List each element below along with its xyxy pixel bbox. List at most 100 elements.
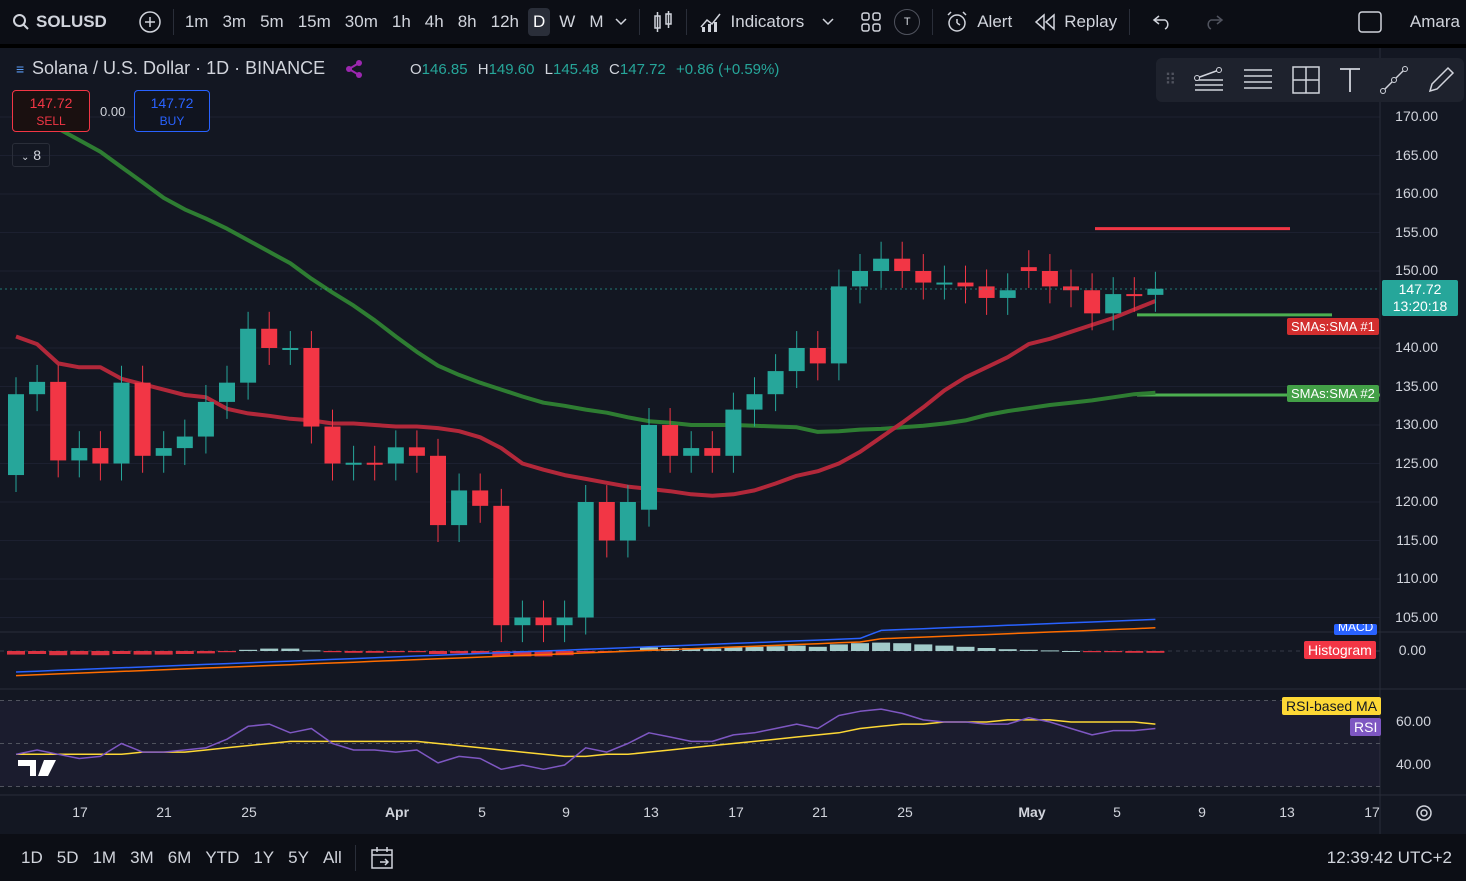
candle[interactable] [1063, 269, 1079, 308]
candle[interactable] [852, 254, 868, 304]
range-5y[interactable]: 5Y [288, 847, 309, 867]
candle[interactable] [197, 384, 214, 454]
signal-line[interactable] [15, 627, 1156, 677]
fib-lines-icon[interactable] [1242, 66, 1274, 94]
candle[interactable] [1105, 277, 1122, 331]
timeframe-d[interactable]: D [528, 8, 551, 36]
candle[interactable] [29, 364, 46, 412]
range-6m[interactable]: 6M [167, 847, 192, 867]
projection-icon[interactable] [1291, 65, 1321, 95]
candle[interactable] [261, 311, 278, 365]
buy-button[interactable]: 147.72 BUY [134, 90, 210, 132]
candle[interactable] [92, 431, 109, 481]
candle[interactable] [894, 241, 911, 288]
undo-button[interactable] [1146, 0, 1178, 44]
candle[interactable] [662, 408, 679, 473]
timeframe-w[interactable]: W [559, 12, 576, 31]
replay-button[interactable]: Replay [1028, 0, 1123, 44]
range-ytd[interactable]: YTD [205, 847, 240, 867]
fullscreen-button[interactable] [1352, 0, 1388, 44]
chart-canvas[interactable] [0, 48, 1466, 834]
chart-type-button[interactable] [646, 0, 680, 44]
indicators-button[interactable]: Indicators [693, 0, 841, 44]
timeframe-30m[interactable]: 30m [344, 12, 378, 31]
candle[interactable] [725, 392, 742, 473]
candle[interactable] [514, 600, 531, 643]
candle[interactable] [155, 431, 172, 473]
candle[interactable] [936, 265, 953, 300]
range-3m[interactable]: 3M [130, 847, 154, 867]
rsi-line[interactable] [15, 708, 1156, 771]
candle[interactable] [873, 241, 890, 288]
candle[interactable] [493, 488, 510, 643]
candle[interactable] [387, 430, 404, 481]
drag-handle-icon[interactable]: ⠿ [1164, 72, 1177, 89]
candle[interactable] [176, 419, 193, 466]
candle[interactable] [641, 408, 657, 527]
sell-button[interactable]: 147.72 SELL [12, 90, 90, 132]
candle[interactable] [345, 445, 362, 481]
candle[interactable] [577, 485, 594, 635]
range-1m[interactable]: 1M [92, 847, 117, 867]
candle[interactable] [324, 409, 341, 481]
candle[interactable] [1041, 254, 1058, 304]
range-1y[interactable]: 1Y [253, 847, 275, 867]
candle[interactable] [113, 365, 130, 481]
candle[interactable] [830, 269, 847, 381]
candle[interactable] [704, 431, 721, 473]
brush-tool-icon[interactable] [1379, 65, 1409, 95]
user-menu[interactable]: Amara [1404, 0, 1466, 44]
candle[interactable] [71, 431, 88, 478]
timeframe-3m[interactable]: 3m [222, 12, 247, 31]
candle[interactable] [219, 365, 235, 419]
timeframe-5m[interactable]: 5m [260, 12, 284, 31]
candle[interactable] [598, 485, 615, 558]
timeframe-12h[interactable]: 12h [490, 12, 520, 31]
date-range-icon[interactable] [370, 846, 396, 870]
timeframe-8h[interactable]: 8h [457, 12, 477, 31]
candle[interactable] [366, 445, 383, 481]
symbol-menu-icon[interactable]: ≡ [16, 60, 25, 77]
candle[interactable] [746, 377, 763, 427]
compare-button[interactable] [133, 0, 167, 44]
candle[interactable] [1126, 277, 1143, 312]
sma1-line[interactable] [15, 299, 1157, 498]
timeframe-4h[interactable]: 4h [424, 12, 444, 31]
layouts-button[interactable] [854, 0, 888, 44]
pencil-icon[interactable] [1426, 65, 1456, 95]
candle[interactable] [999, 273, 1016, 315]
candle[interactable] [408, 430, 425, 473]
legend-title[interactable]: Solana / U.S. Dollar · 1D · BINANCE [32, 58, 326, 78]
candle[interactable] [303, 331, 320, 444]
symbol-search[interactable]: SOLUSD [0, 0, 113, 44]
timeframe-m[interactable]: M [589, 12, 604, 31]
candle[interactable] [8, 377, 24, 492]
candle[interactable] [240, 311, 257, 400]
candle[interactable] [556, 600, 573, 643]
candle[interactable] [535, 600, 552, 643]
candle[interactable] [957, 265, 974, 304]
candle[interactable] [915, 254, 932, 300]
templates-button[interactable]: T [888, 0, 926, 44]
candle[interactable] [1084, 273, 1101, 331]
timeframe-dropdown[interactable] [609, 0, 633, 44]
candle[interactable] [282, 331, 299, 365]
range-1d[interactable]: 1D [21, 847, 43, 867]
candle[interactable] [134, 365, 151, 473]
candle[interactable] [50, 364, 67, 478]
chart-settings-icon[interactable] [1414, 803, 1434, 823]
timeframe-15m[interactable]: 15m [297, 12, 331, 31]
candle[interactable] [788, 331, 805, 389]
candle[interactable] [767, 354, 784, 412]
candle[interactable] [683, 431, 700, 473]
alert-button[interactable]: Alert [939, 0, 1018, 44]
indicators-collapse-button[interactable]: ⌄ 8 [12, 143, 50, 167]
candle[interactable] [1020, 250, 1037, 288]
timeframe-1m[interactable]: 1m [184, 12, 209, 31]
clock[interactable]: 12:39:42 UTC+2 [1326, 847, 1452, 867]
redo-button[interactable] [1198, 0, 1230, 44]
macd-line[interactable] [15, 618, 1156, 673]
trend-lines-icon[interactable] [1193, 66, 1225, 94]
share-icon[interactable] [345, 59, 363, 78]
text-tool-icon[interactable] [1338, 66, 1362, 94]
